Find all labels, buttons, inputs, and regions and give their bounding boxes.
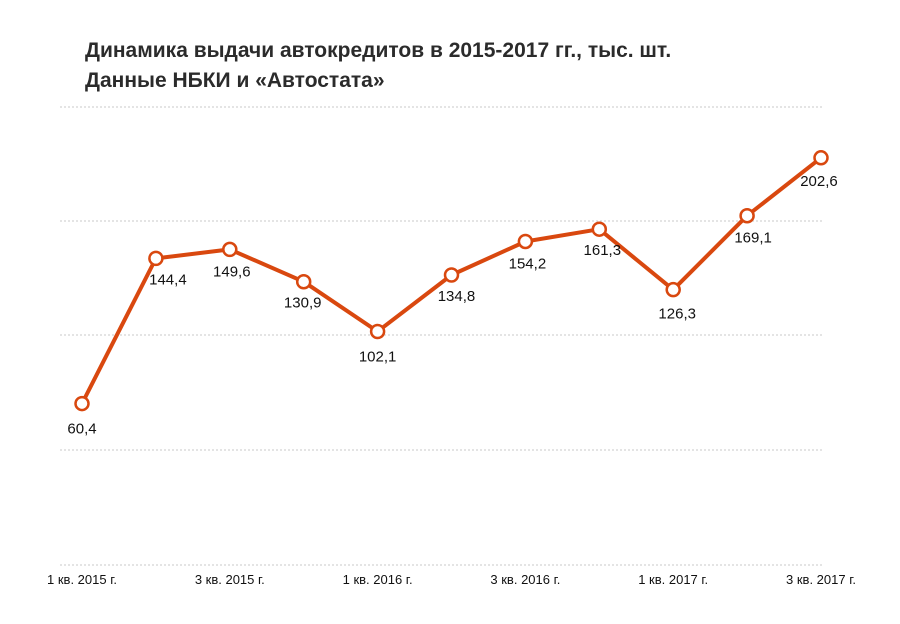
data-label-1: 144,4 <box>149 271 187 288</box>
data-point-0 <box>74 395 90 412</box>
data-point-10 <box>813 150 829 166</box>
data-point-6 <box>517 233 534 250</box>
data-point-8 <box>665 281 681 298</box>
data-label-6: 154,2 <box>509 255 547 272</box>
data-label-9: 169,1 <box>734 230 772 247</box>
chart-title: Динамика выдачи автокредитов в 2015-2017… <box>85 39 672 62</box>
chart-title-block: Динамика выдачи автокредитов в 2015-2017… <box>85 36 671 96</box>
x-tick-label-6: 3 кв. 2016 г. <box>490 572 560 587</box>
data-label-0: 60,4 <box>67 421 96 438</box>
data-point-7 <box>591 221 608 237</box>
x-tick-label-10: 3 кв. 2017 г. <box>786 572 856 587</box>
data-label-7: 161,3 <box>584 242 622 259</box>
x-tick-label-0: 1 кв. 2015 г. <box>47 572 117 587</box>
data-label-8: 126,3 <box>658 306 696 323</box>
data-point-5 <box>443 267 460 283</box>
data-label-10: 202,6 <box>800 173 838 190</box>
data-point-9 <box>739 207 755 224</box>
data-point-4 <box>369 323 386 340</box>
x-tick-label-2: 3 кв. 2015 г. <box>195 572 265 587</box>
data-point-3 <box>295 273 312 290</box>
data-label-3: 130,9 <box>284 295 322 312</box>
data-label-2: 149,6 <box>213 263 251 280</box>
chart-subtitle: Данные НБКИ и «Автостата» <box>85 69 385 92</box>
data-label-4: 102,1 <box>359 349 397 366</box>
data-point-2 <box>222 241 238 258</box>
x-tick-label-4: 1 кв. 2016 г. <box>343 572 413 587</box>
data-point-1 <box>148 250 164 267</box>
data-label-5: 134,8 <box>438 288 476 305</box>
x-tick-label-8: 1 кв. 2017 г. <box>638 572 708 587</box>
